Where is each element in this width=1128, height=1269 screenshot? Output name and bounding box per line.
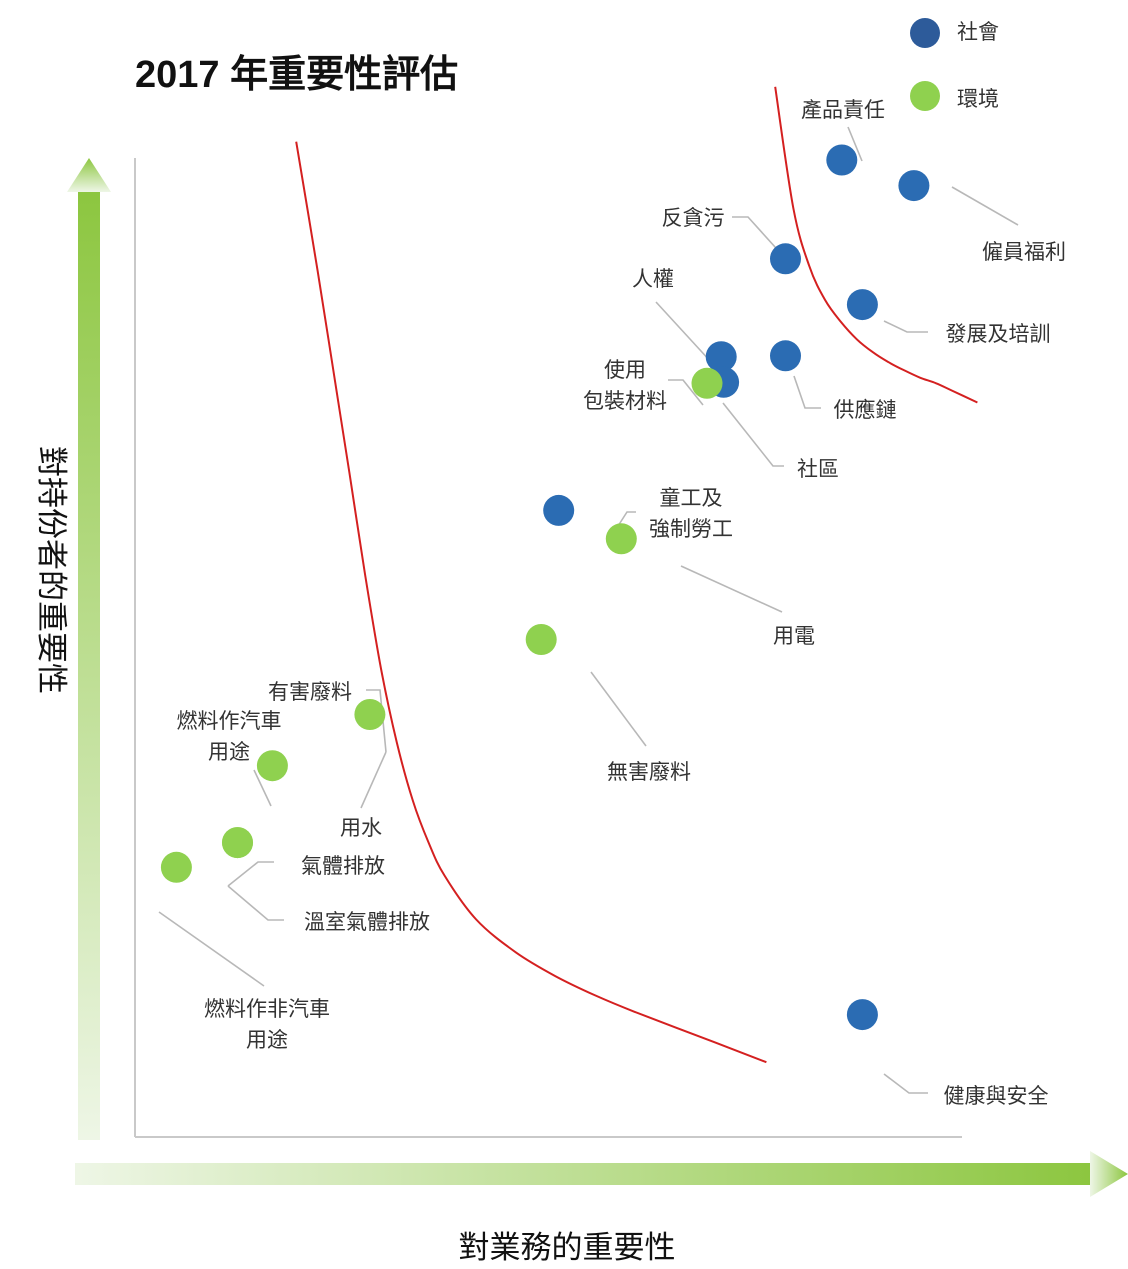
legend-marker-social (910, 18, 940, 48)
legend-marker-environment (910, 81, 940, 111)
point-label-10: 無害廢料 (607, 760, 691, 784)
leader-line-0 (847, 126, 863, 162)
point-label-8-line1: 童工及 (660, 486, 723, 510)
y-arrow-shaft (78, 190, 100, 1140)
leader-line-3 (883, 320, 928, 333)
data-points (160, 144, 930, 1031)
data-point-environment-11 (354, 699, 386, 730)
leader-line-16 (883, 1073, 928, 1094)
data-point-environment-9 (605, 523, 637, 555)
point-label-12-line1: 燃料作汽車 (177, 709, 282, 733)
leader-line-12 (253, 769, 272, 807)
point-label-2: 反貪污 (662, 206, 725, 230)
leader-line-11 (360, 751, 387, 809)
point-label-9: 用電 (773, 624, 815, 648)
data-point-environment-15 (160, 851, 192, 883)
data-point-social-0 (826, 144, 858, 176)
data-point-social-5 (770, 340, 801, 372)
point-label-15-line2: 用途 (246, 1028, 288, 1052)
x-arrow-shaft (75, 1163, 1095, 1185)
x-arrow-head (1090, 1151, 1128, 1197)
point-label-3: 發展及培訓 (946, 322, 1051, 346)
y-axis-arrow (67, 158, 111, 1140)
leader-line-5 (793, 375, 821, 409)
x-axis-arrow (75, 1151, 1128, 1197)
point-label-13: 氣體排放 (301, 854, 385, 878)
y-axis-label: 對持份者的重要性 (33, 446, 69, 694)
data-point-social-2 (770, 243, 801, 275)
point-label-14: 溫室氣體排放 (304, 910, 430, 934)
threshold-curves (295, 86, 978, 1064)
y-arrow-head (67, 158, 111, 192)
chart-title: 2017 年重要性評估 (135, 54, 458, 96)
threshold-curve-1 (295, 141, 767, 1064)
threshold-curve-2 (774, 86, 978, 404)
leader-line-6 (722, 402, 784, 467)
legend: 社會 環境 (910, 18, 999, 111)
point-label-12-line2: 用途 (208, 740, 250, 764)
data-point-social-16 (846, 999, 878, 1031)
point-label-5: 供應鏈 (834, 398, 897, 422)
leader-line-10 (590, 671, 647, 747)
legend-label-environment: 環境 (957, 87, 999, 111)
legend-label-social: 社會 (957, 20, 999, 44)
leader-line-13 (227, 861, 274, 887)
point-label-hazardous: 有害廢料 (268, 680, 352, 704)
leader-lines (158, 126, 1019, 1094)
point-label-0: 產品責任 (801, 98, 885, 122)
point-label-15-line1: 燃料作非汽車 (204, 997, 330, 1021)
point-label-16: 健康與安全 (944, 1084, 1049, 1108)
data-point-environment-7 (691, 367, 723, 399)
point-label-1: 僱員福利 (982, 240, 1066, 264)
point-label-11: 用水 (340, 816, 382, 840)
point-label-8-line2: 強制勞工 (649, 517, 733, 541)
x-axis-label: 對業務的重要性 (459, 1230, 676, 1266)
data-point-environment-10 (525, 624, 557, 655)
leader-line-1 (951, 186, 1019, 226)
point-label-7-line1: 使用 (604, 358, 646, 382)
data-point-social-8 (543, 494, 575, 526)
point-label-7-line2: 包裝材料 (583, 389, 667, 413)
point-label-4: 人權 (632, 267, 674, 291)
leader-line-hazardous (366, 689, 387, 753)
data-point-social-3 (846, 289, 878, 321)
data-point-social-1 (898, 170, 930, 202)
leader-line-9 (680, 565, 783, 613)
leader-line-14 (227, 885, 284, 921)
data-point-environment-12 (256, 750, 288, 782)
leader-line-7 (668, 379, 704, 406)
point-label-6: 社區 (797, 457, 839, 481)
data-point-environment-14 (222, 827, 253, 859)
data-point-social-4 (705, 341, 737, 373)
leader-line-15 (158, 911, 265, 987)
